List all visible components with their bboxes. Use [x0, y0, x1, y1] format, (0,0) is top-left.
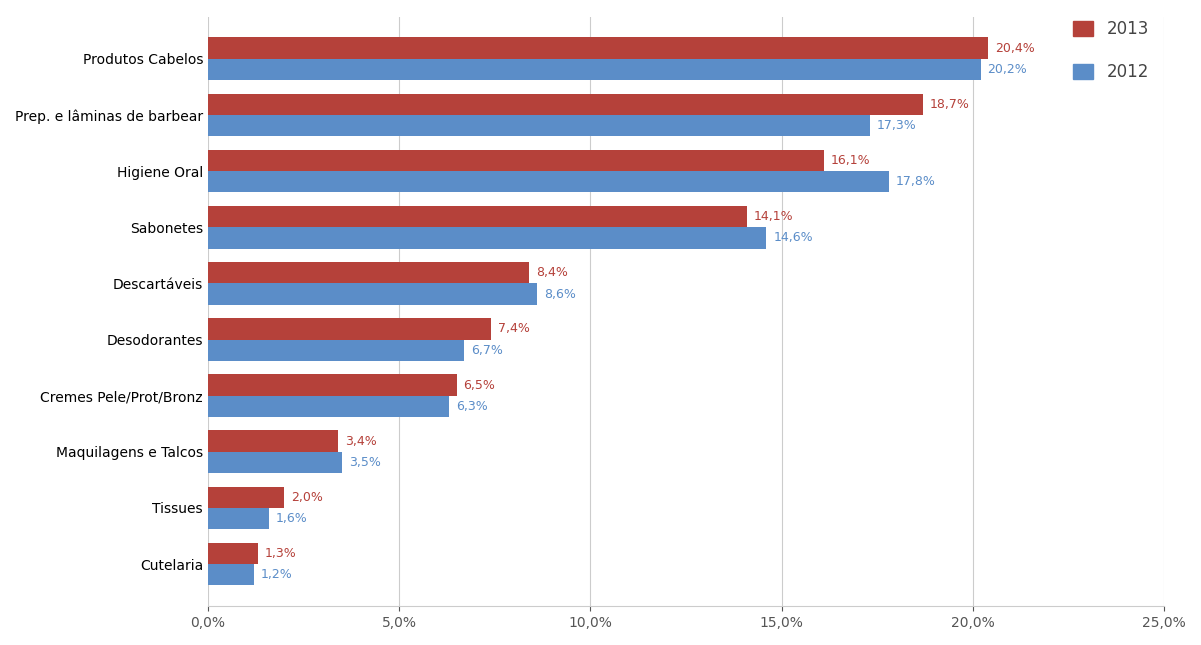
- Text: 6,3%: 6,3%: [456, 400, 488, 413]
- Text: 1,3%: 1,3%: [264, 547, 297, 560]
- Bar: [208, 115, 870, 136]
- Text: 20,4%: 20,4%: [996, 41, 1035, 55]
- Text: 8,4%: 8,4%: [536, 266, 568, 279]
- Text: 3,4%: 3,4%: [345, 435, 377, 448]
- Bar: [208, 227, 766, 248]
- Legend: 2013, 2012: 2013, 2012: [1066, 13, 1155, 88]
- Bar: [208, 262, 530, 283]
- Bar: [208, 283, 537, 304]
- Text: 1,2%: 1,2%: [261, 568, 293, 581]
- Text: 1,6%: 1,6%: [276, 512, 307, 525]
- Bar: [208, 487, 285, 508]
- Bar: [208, 339, 465, 361]
- Text: 20,2%: 20,2%: [987, 63, 1027, 76]
- Text: 2,0%: 2,0%: [292, 491, 323, 504]
- Bar: [208, 430, 337, 452]
- Bar: [208, 564, 253, 586]
- Bar: [208, 543, 258, 564]
- Bar: [208, 171, 889, 192]
- Text: 16,1%: 16,1%: [831, 154, 871, 167]
- Bar: [208, 59, 980, 80]
- Text: 6,7%: 6,7%: [471, 344, 503, 357]
- Bar: [208, 508, 269, 530]
- Text: 17,8%: 17,8%: [896, 175, 936, 188]
- Bar: [208, 318, 491, 339]
- Bar: [208, 150, 824, 171]
- Text: 14,6%: 14,6%: [773, 232, 813, 244]
- Bar: [208, 94, 924, 115]
- Text: 18,7%: 18,7%: [930, 97, 970, 111]
- Bar: [208, 37, 988, 59]
- Text: 3,5%: 3,5%: [348, 456, 381, 469]
- Text: 7,4%: 7,4%: [498, 322, 530, 335]
- Bar: [208, 206, 747, 227]
- Text: 17,3%: 17,3%: [877, 119, 916, 132]
- Bar: [208, 374, 456, 395]
- Text: 6,5%: 6,5%: [464, 379, 495, 392]
- Bar: [208, 395, 449, 417]
- Bar: [208, 452, 342, 473]
- Text: 8,6%: 8,6%: [544, 288, 575, 301]
- Text: 14,1%: 14,1%: [754, 210, 794, 223]
